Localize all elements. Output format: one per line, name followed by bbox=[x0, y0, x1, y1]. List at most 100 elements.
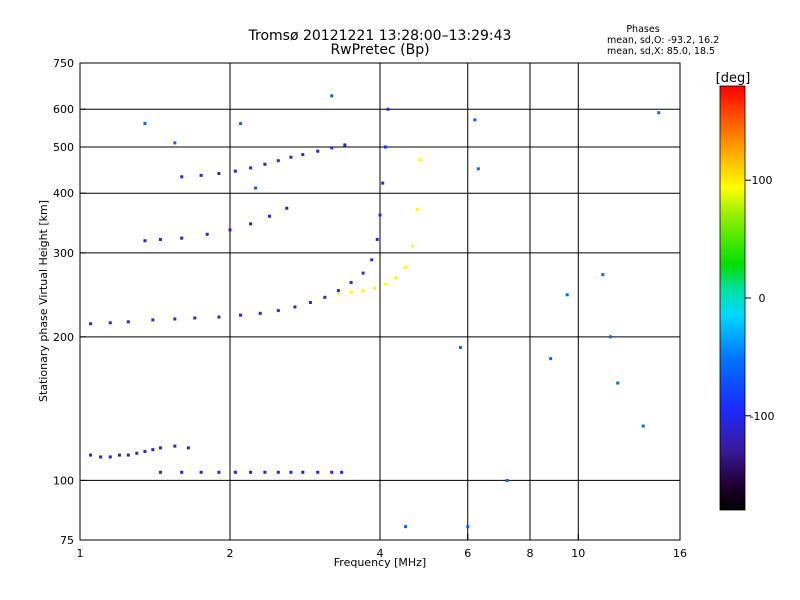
colorbar bbox=[719, 85, 746, 511]
data-point bbox=[301, 470, 305, 474]
data-point bbox=[361, 271, 365, 275]
y-tick-label: 100 bbox=[53, 474, 74, 487]
data-point bbox=[466, 525, 470, 529]
data-point bbox=[249, 222, 253, 226]
data-point bbox=[370, 258, 374, 262]
data-point bbox=[616, 381, 620, 385]
data-point bbox=[276, 309, 280, 313]
data-point bbox=[233, 470, 237, 474]
stats-heading: Phases bbox=[626, 24, 659, 35]
data-point bbox=[217, 171, 221, 175]
data-point bbox=[301, 153, 305, 157]
data-point bbox=[239, 122, 243, 126]
data-point bbox=[126, 453, 130, 457]
data-point bbox=[293, 305, 297, 309]
data-point bbox=[383, 282, 387, 286]
data-point bbox=[143, 122, 147, 126]
data-point bbox=[108, 321, 112, 325]
data-point bbox=[186, 446, 190, 450]
colorbar-tick-label: -100 bbox=[750, 410, 775, 423]
data-point bbox=[228, 228, 232, 232]
data-point bbox=[151, 318, 155, 322]
data-point bbox=[263, 470, 267, 474]
x-tick-label: 1 bbox=[77, 547, 84, 560]
y-tick-label: 400 bbox=[53, 187, 74, 200]
data-point bbox=[89, 453, 93, 457]
data-point bbox=[199, 470, 203, 474]
data-point bbox=[411, 244, 415, 248]
data-point bbox=[323, 295, 327, 299]
x-tick-label: 16 bbox=[673, 547, 687, 560]
data-point bbox=[108, 455, 112, 459]
data-point bbox=[233, 169, 237, 173]
data-point bbox=[473, 118, 477, 122]
data-point bbox=[415, 207, 419, 211]
data-point bbox=[330, 470, 334, 474]
data-point bbox=[151, 448, 155, 452]
stats-line-o: mean, sd,O: -93.2, 16.2 bbox=[607, 35, 719, 46]
data-point bbox=[276, 159, 280, 163]
data-point bbox=[143, 449, 147, 453]
colorbar-label: [deg] bbox=[716, 71, 751, 86]
data-point bbox=[267, 214, 271, 218]
data-point bbox=[316, 470, 320, 474]
y-tick-label: 200 bbox=[53, 331, 74, 344]
data-point bbox=[263, 162, 267, 166]
colorbar-ticks: 100 0 -100 bbox=[745, 174, 774, 423]
data-point bbox=[217, 470, 221, 474]
data-point bbox=[349, 280, 353, 284]
x-tick-label: 10 bbox=[571, 547, 585, 560]
data-point bbox=[180, 236, 184, 240]
x-tick-label: 4 bbox=[377, 547, 384, 560]
grid-layer bbox=[80, 63, 680, 540]
data-point bbox=[193, 316, 197, 320]
y-tick-label: 300 bbox=[53, 247, 74, 260]
tick-layer: 1 2 4 6 8 10 16 75 100 200 300 400 500 600 750 bbox=[53, 57, 687, 560]
data-point bbox=[180, 175, 184, 179]
data-point bbox=[657, 111, 661, 115]
data-point bbox=[375, 237, 379, 241]
data-point bbox=[458, 345, 462, 349]
data-point bbox=[289, 155, 293, 159]
data-point bbox=[381, 181, 385, 185]
data-point bbox=[258, 311, 262, 315]
data-point bbox=[565, 293, 569, 297]
x-tick-label: 2 bbox=[227, 547, 234, 560]
data-point bbox=[158, 237, 162, 241]
data-point bbox=[249, 470, 253, 474]
data-point bbox=[143, 239, 147, 243]
colorbar-tick-label: 0 bbox=[759, 292, 766, 305]
data-point bbox=[126, 320, 130, 324]
data-point bbox=[641, 424, 645, 428]
data-point bbox=[199, 173, 203, 177]
y-tick-label: 600 bbox=[53, 103, 74, 116]
data-point bbox=[330, 146, 334, 150]
data-point bbox=[89, 322, 93, 326]
y-tick-label: 75 bbox=[60, 534, 74, 547]
data-layer bbox=[89, 94, 661, 529]
data-point bbox=[135, 451, 139, 455]
data-point bbox=[361, 289, 365, 293]
data-point bbox=[316, 149, 320, 153]
stats-line-x: mean, sd,X: 85.0, 18.5 bbox=[607, 46, 715, 57]
data-point bbox=[289, 470, 293, 474]
data-point bbox=[276, 470, 280, 474]
data-point bbox=[378, 213, 382, 217]
data-point bbox=[205, 232, 209, 236]
data-point bbox=[99, 455, 103, 459]
data-point bbox=[285, 206, 289, 210]
data-point bbox=[394, 276, 398, 280]
y-axis-label: Stationary phase Virtual Height [km] bbox=[37, 200, 50, 402]
data-point bbox=[336, 289, 340, 293]
x-tick-label: 6 bbox=[464, 547, 471, 560]
data-point bbox=[505, 478, 509, 482]
data-point bbox=[373, 286, 377, 290]
colorbar-tick-label: 100 bbox=[752, 174, 773, 187]
data-point bbox=[253, 186, 257, 190]
data-point bbox=[336, 292, 340, 296]
data-point bbox=[386, 107, 390, 111]
data-point bbox=[173, 317, 177, 321]
data-point bbox=[343, 143, 347, 147]
